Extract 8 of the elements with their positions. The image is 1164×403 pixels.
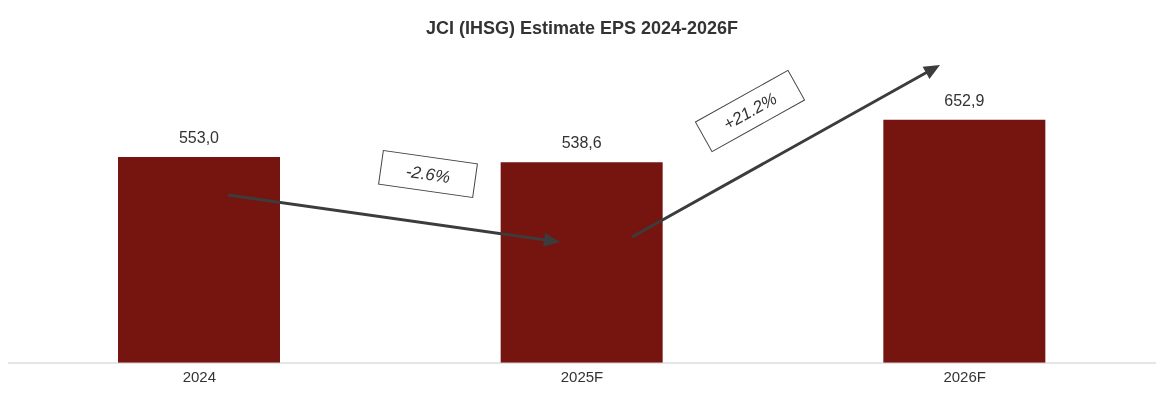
- data-label: 553,0: [178, 129, 220, 147]
- chart-title: JCI (IHSG) Estimate EPS 2024-2026F: [424, 18, 740, 39]
- data-label: 652,9: [944, 91, 985, 109]
- x-tick-label: 2025F: [560, 367, 604, 385]
- x-tick-label: 2024: [182, 367, 217, 385]
- annotation: -2.6%: [404, 161, 452, 188]
- x-tick-label: 2026F: [943, 367, 986, 385]
- data-label: 538,6: [561, 134, 602, 152]
